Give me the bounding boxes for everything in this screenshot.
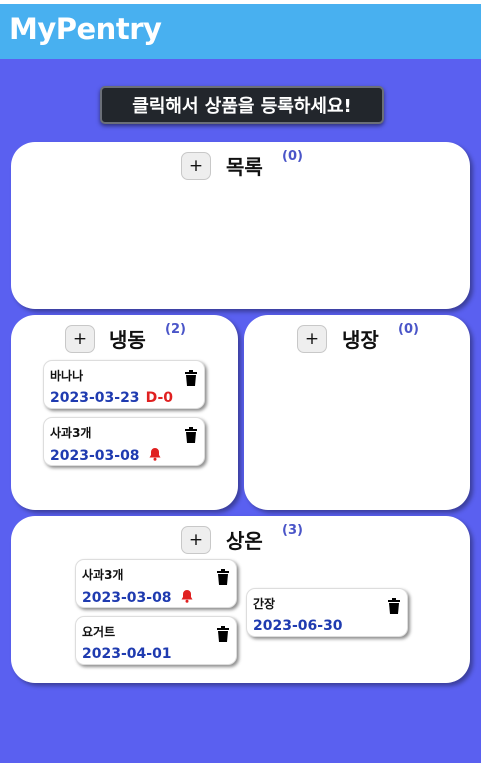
panel-header: + 냉동 (2) — [11, 315, 238, 359]
panel-fridge: + 냉장 (0) — [244, 315, 470, 510]
panel-header: + 목록 (0) — [11, 142, 470, 186]
item-date: 2023-03-08 — [50, 447, 162, 464]
panel-count-fridge: (0) — [398, 322, 419, 337]
panel-header: + 냉장 (0) — [244, 315, 470, 359]
trash-icon[interactable] — [216, 626, 230, 642]
panel-title-freezer: 냉동 — [109, 328, 146, 352]
item-name: 간장 — [253, 597, 276, 611]
panel-freezer: + 냉동 (2) 바나나 2023-03-23 D-0 사과3개 2023-03-… — [11, 315, 238, 510]
bell-icon — [181, 590, 193, 603]
item-date-text: 2023-03-23 — [50, 390, 140, 406]
panel-title-fridge: 냉장 — [342, 328, 379, 352]
panel-header: + 상온 (3) — [11, 516, 470, 560]
panel-title-room: 상온 — [226, 529, 263, 553]
item-card[interactable]: 바나나 2023-03-23 D-0 — [43, 360, 205, 409]
trash-icon[interactable] — [184, 370, 198, 386]
dday-badge: D-0 — [145, 390, 173, 406]
panel-count-room: (3) — [282, 523, 303, 538]
bell-icon — [149, 448, 161, 461]
panel-room-temperature: + 상온 (3) 사과3개 2023-03-08 요거트 2023-04-01 … — [11, 516, 470, 683]
app-header: MyPentry — [0, 4, 481, 59]
panel-count-list: (0) — [282, 149, 303, 164]
item-date-text: 2023-03-08 — [50, 448, 140, 464]
panel-count-freezer: (2) — [165, 322, 186, 337]
add-to-fridge-button[interactable]: + — [297, 325, 327, 353]
item-card[interactable]: 요거트 2023-04-01 — [75, 616, 237, 665]
panel-title-list: 목록 — [226, 155, 263, 179]
item-card[interactable]: 사과3개 2023-03-08 — [75, 559, 237, 608]
item-name: 사과3개 — [50, 426, 92, 440]
add-to-room-button[interactable]: + — [181, 526, 211, 554]
add-to-freezer-button[interactable]: + — [65, 325, 95, 353]
item-card[interactable]: 간장 2023-06-30 — [246, 588, 408, 637]
register-item-button[interactable]: 클릭해서 상품을 등록하세요! — [100, 86, 384, 124]
app-container: MyPentry 클릭해서 상품을 등록하세요! + 목록 (0) + 냉동 (… — [0, 4, 481, 763]
item-card[interactable]: 사과3개 2023-03-08 — [43, 417, 205, 466]
window-edge — [481, 0, 484, 763]
trash-icon[interactable] — [216, 569, 230, 585]
item-date: 2023-03-23 D-0 — [50, 390, 173, 406]
item-date: 2023-04-01 — [82, 646, 172, 662]
item-name: 바나나 — [50, 369, 84, 383]
item-name: 사과3개 — [82, 568, 124, 582]
item-date: 2023-06-30 — [253, 618, 343, 634]
item-date: 2023-03-08 — [82, 589, 194, 606]
app-title: MyPentry — [9, 12, 162, 46]
item-name: 요거트 — [82, 625, 116, 639]
item-date-text: 2023-04-01 — [82, 646, 172, 662]
item-date-text: 2023-03-08 — [82, 590, 172, 606]
trash-icon[interactable] — [184, 427, 198, 443]
trash-icon[interactable] — [387, 598, 401, 614]
panel-list: + 목록 (0) — [11, 142, 470, 309]
item-date-text: 2023-06-30 — [253, 618, 343, 634]
add-to-list-button[interactable]: + — [181, 152, 211, 180]
